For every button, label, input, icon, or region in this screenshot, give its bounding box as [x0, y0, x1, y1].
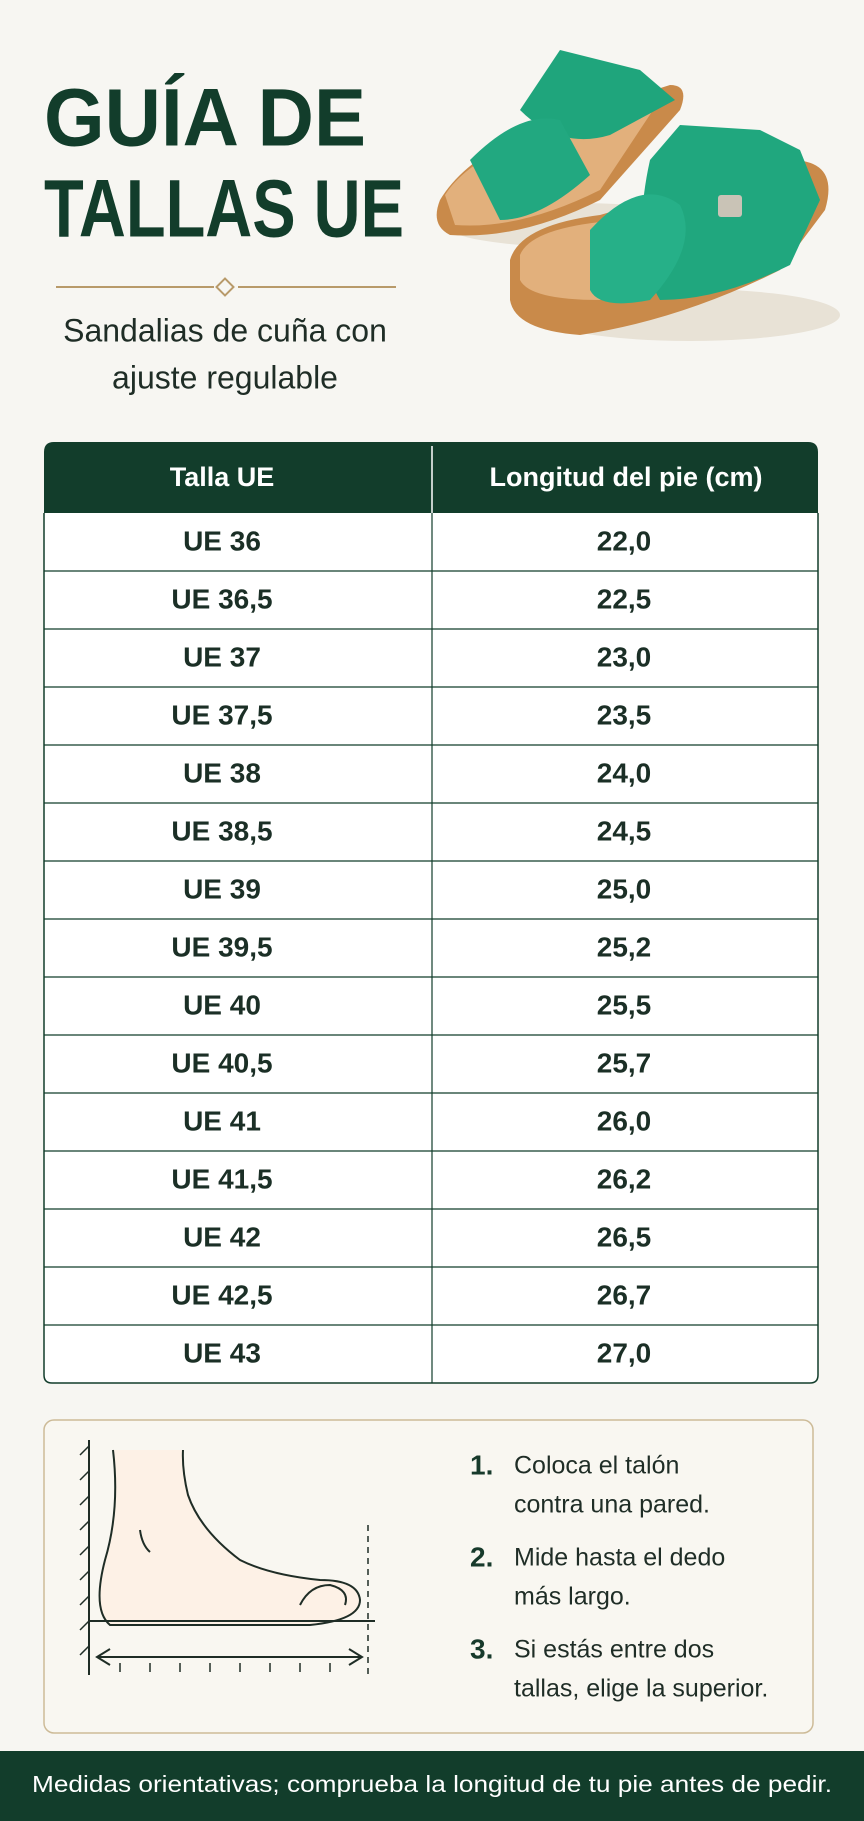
length-cell: 27,0	[597, 1337, 652, 1368]
divider	[56, 277, 396, 297]
length-cell: 24,0	[597, 757, 652, 788]
subtitle-line: ajuste regulable	[112, 359, 338, 395]
step-text: más largo.	[514, 1583, 631, 1611]
length-cell: 26,7	[597, 1279, 652, 1310]
size-cell: UE 37,5	[171, 699, 272, 730]
length-cell: 25,5	[597, 989, 652, 1020]
step-text: Mide hasta el dedo	[514, 1544, 725, 1572]
subtitle-line: Sandalias de cuña con	[63, 312, 387, 348]
steps: 1. Coloca el talón contra una pared. 2. Mide…	[470, 1449, 768, 1702]
size-cell: UE 36,5	[171, 583, 272, 614]
title-line: TALLAS UE	[44, 164, 404, 255]
size-cell: UE 39,5	[171, 931, 272, 962]
size-cell: UE 39	[183, 873, 261, 904]
length-cell: 25,0	[597, 873, 652, 904]
length-cell: 25,7	[597, 1047, 652, 1078]
step-number: 3.	[470, 1633, 493, 1664]
size-cell: UE 43	[183, 1337, 261, 1368]
step-text: Si estás entre dos	[514, 1636, 714, 1664]
foot-diagram	[79, 1440, 375, 1675]
size-cell: UE 41,5	[171, 1163, 272, 1194]
length-cell: 26,2	[597, 1163, 652, 1194]
size-cell: UE 38	[183, 757, 261, 788]
length-cell: 26,5	[597, 1221, 652, 1252]
size-cell: UE 37	[183, 641, 261, 672]
title-line: GUÍA DE	[44, 73, 366, 164]
step-number: 1.	[470, 1449, 493, 1480]
size-cell: UE 38,5	[171, 815, 272, 846]
step-text: tallas, elige la superior.	[514, 1675, 768, 1703]
step-number: 2.	[470, 1541, 493, 1572]
length-cell: 23,5	[597, 699, 652, 730]
step-text: Coloca el talón	[514, 1452, 679, 1480]
table-body-border	[43, 513, 819, 1384]
size-cell: UE 40,5	[171, 1047, 272, 1078]
size-cell: UE 42,5	[171, 1279, 272, 1310]
size-table: Talla UE Longitud del pie (cm) UE 36 22,0…	[43, 442, 819, 1384]
footer-bar	[0, 1751, 864, 1821]
length-cell: 22,5	[597, 583, 652, 614]
length-cell: 23,0	[597, 641, 652, 672]
instructions-box	[43, 1419, 814, 1734]
size-cell: UE 36	[183, 525, 261, 556]
length-cell: 26,0	[597, 1105, 652, 1136]
table-header-bg	[44, 442, 818, 513]
size-cell: UE 41	[183, 1105, 261, 1136]
length-cell: 25,2	[597, 931, 652, 962]
length-cell: 24,5	[597, 815, 652, 846]
footer-note: Medidas orientativas; comprueba la longi…	[32, 1771, 832, 1797]
column-header: Talla UE	[170, 462, 275, 492]
size-cell: UE 42	[183, 1221, 261, 1252]
step-text: contra una pared.	[514, 1491, 710, 1519]
size-cell: UE 40	[183, 989, 261, 1020]
sandals-illustration	[436, 50, 840, 341]
column-header: Longitud del pie (cm)	[490, 462, 763, 492]
length-cell: 22,0	[597, 525, 652, 556]
